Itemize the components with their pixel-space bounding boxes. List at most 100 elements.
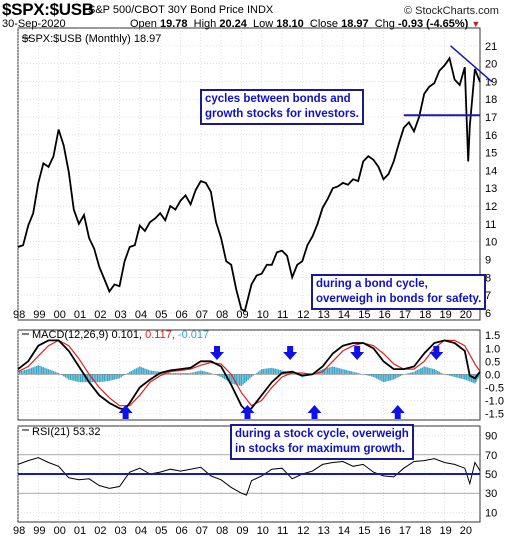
- macd-histogram-bar: [171, 373, 173, 375]
- macd-histogram-bar: [44, 367, 46, 375]
- macd-histogram-bar: [35, 365, 38, 375]
- macd-histogram-bar: [174, 373, 177, 375]
- macd-histogram-bar: [431, 368, 434, 375]
- macd-histogram-bar: [24, 370, 26, 375]
- macd-histogram-bar: [447, 374, 449, 376]
- macd-histogram-bar: [372, 374, 375, 377]
- rsi-axis-tick-label: 50: [485, 469, 497, 481]
- price-axis-tick-label: 11: [485, 219, 496, 231]
- macd-histogram-bar: [255, 373, 258, 375]
- macd-histogram-bar: [154, 371, 156, 375]
- macd-histogram-bar: [381, 374, 383, 382]
- macd-histogram-bar: [326, 367, 329, 375]
- macd-histogram-bar: [392, 374, 395, 380]
- macd-legend: MACD(12,26,9) 0.101, 0.117, -0.017: [32, 329, 209, 341]
- x-axis-tick-label: 09: [236, 309, 248, 321]
- macd-histogram-bar: [188, 373, 190, 375]
- x-axis-tick-label: 14: [338, 525, 350, 537]
- macd-histogram-bar: [222, 374, 224, 379]
- rsi-axis-tick-label: 90: [485, 431, 497, 443]
- macd-histogram-bar: [105, 374, 107, 382]
- x-axis-tick-label: 07: [196, 309, 208, 321]
- macd-histogram-bar: [139, 366, 141, 375]
- x-axis-tick-label: 04: [135, 525, 147, 537]
- macd-histogram-bar: [365, 374, 368, 376]
- macd-histogram-bar: [367, 374, 370, 376]
- macd-histogram-bar: [462, 374, 464, 380]
- macd-histogram-bar: [83, 374, 85, 383]
- macd-histogram-bar: [379, 374, 381, 381]
- price-axis-tick-label: 13: [485, 183, 497, 195]
- macd-histogram-bar: [56, 372, 58, 375]
- annotation-line: growth stocks for investors.: [205, 108, 360, 120]
- macd-histogram-bar: [66, 374, 68, 379]
- macd-histogram-bar: [47, 369, 50, 375]
- macd-histogram-bar: [181, 373, 183, 375]
- x-axis-tick-label: 20: [460, 525, 472, 537]
- macd-histogram-bar: [142, 367, 144, 375]
- down-arrow-icon: [283, 346, 298, 360]
- high-label: High: [193, 18, 217, 30]
- macd-histogram-bar: [110, 374, 112, 381]
- open-value: 19.78: [159, 18, 188, 30]
- macd-histogram-bar: [458, 374, 461, 379]
- macd-histogram-bar: [418, 369, 420, 375]
- price-axis-tick-label: 18: [485, 94, 497, 106]
- macd-histogram-bar: [46, 368, 48, 375]
- price-legend: $SPX:$USB (Monthly) 18.97: [22, 33, 161, 45]
- macd-histogram-bar: [108, 374, 111, 381]
- macd-histogram-bar: [420, 368, 422, 375]
- macd-histogram-bar: [279, 370, 282, 375]
- x-axis-tick-label: 05: [155, 309, 167, 321]
- macd-histogram-bar: [450, 374, 452, 377]
- x-axis-tick-label: 15: [358, 525, 370, 537]
- macd-histogram-bar: [32, 367, 34, 375]
- macd-histogram-bar: [291, 373, 293, 375]
- site-credit[interactable]: © StockCharts.com: [404, 5, 499, 17]
- x-axis-tick-label: 17: [399, 525, 411, 537]
- macd-histogram-bar: [61, 374, 63, 376]
- macd-histogram-bar: [391, 374, 393, 380]
- macd-axis-tick-label: -0.5: [485, 382, 504, 394]
- macd-histogram-bar: [335, 367, 337, 375]
- x-axis-tick-label: 98: [13, 525, 25, 537]
- macd-histogram-bar: [18, 371, 21, 375]
- macd-histogram-bar: [232, 374, 234, 384]
- macd-histogram-bar: [211, 373, 214, 375]
- macd-histogram-bar: [288, 372, 290, 375]
- x-axis-tick-label: 07: [196, 525, 208, 537]
- x-axis-tick-label: 13: [318, 525, 330, 537]
- macd-histogram-bar: [76, 374, 78, 382]
- x-axis-tick-label: 19: [439, 525, 451, 537]
- macd-histogram-bar: [409, 372, 412, 375]
- macd-histogram-bar: [54, 371, 56, 375]
- macd-histogram-bar: [81, 374, 84, 383]
- open-label: Open: [130, 18, 157, 30]
- macd-histogram-bar: [34, 366, 36, 375]
- macd-histogram-bar: [68, 374, 70, 380]
- macd-histogram-bar: [25, 369, 28, 375]
- price-axis-tick-label: 8: [485, 272, 491, 284]
- chg-label: Chg: [374, 18, 395, 30]
- macd-histogram-bar: [416, 370, 419, 375]
- macd-histogram-bar: [242, 374, 244, 385]
- macd-histogram-bar: [433, 369, 436, 375]
- macd-histogram-bar: [20, 370, 23, 375]
- rsi-axis-tick-label: 10: [485, 507, 497, 519]
- price-axis-tick-label: 15: [485, 148, 497, 160]
- macd-histogram-bar: [100, 374, 102, 382]
- price-axis-tick-label: 14: [485, 165, 497, 177]
- macd-histogram-bar: [147, 369, 150, 375]
- price-axis-tick-label: 20: [485, 59, 497, 71]
- macd-histogram-bar: [162, 372, 165, 375]
- down-arrow-icon: [350, 346, 365, 360]
- macd-histogram-bar: [198, 370, 200, 375]
- macd-histogram-bar: [470, 374, 473, 383]
- macd-histogram-bar: [343, 369, 346, 375]
- macd-legend-part: 0.117,: [145, 329, 178, 341]
- macd-histogram-bar: [252, 374, 254, 376]
- macd-histogram-bar: [71, 374, 73, 381]
- macd-histogram-bar: [37, 365, 40, 375]
- macd-legend-part: -0.017: [178, 329, 209, 341]
- annotation-line: during a stock cycle, overweigh: [235, 428, 409, 440]
